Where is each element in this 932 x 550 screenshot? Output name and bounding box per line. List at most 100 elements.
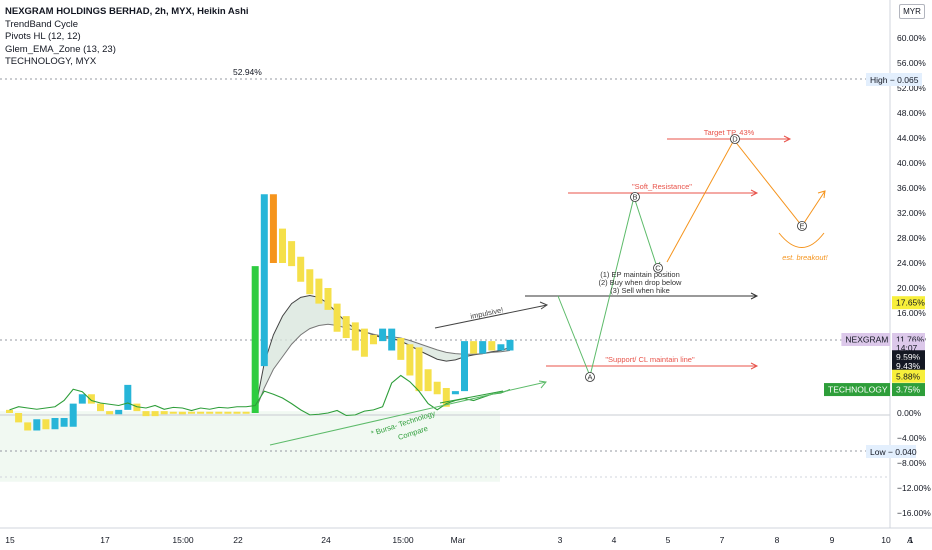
x-tick-label: 17 bbox=[100, 535, 110, 545]
indicator-ema-zone[interactable]: Glem_EMA_Zone (13, 23) bbox=[5, 43, 116, 55]
candle bbox=[324, 288, 332, 310]
x-tick-label: 8 bbox=[775, 535, 780, 545]
candle bbox=[69, 403, 77, 427]
indicator-trendband[interactable]: TrendBand Cycle bbox=[5, 18, 79, 30]
candle bbox=[51, 418, 59, 430]
x-tick-label: 22 bbox=[233, 535, 243, 545]
candle bbox=[97, 403, 104, 412]
candle bbox=[106, 411, 114, 415]
candle bbox=[78, 394, 86, 404]
y-tick-label: 20.00% bbox=[897, 283, 926, 293]
x-tick-label: 24 bbox=[321, 535, 331, 545]
soft-resistance-label: "Soft_Resistance" bbox=[632, 182, 692, 191]
wave-label: A bbox=[587, 373, 592, 382]
candle bbox=[406, 344, 414, 376]
price-tag-bg bbox=[892, 296, 925, 310]
x-tick-label: 1 bbox=[909, 535, 914, 545]
indicator-pivots[interactable]: Pivots HL (12, 12) bbox=[5, 31, 81, 42]
wave-label: B bbox=[632, 193, 637, 202]
wave-label: D bbox=[732, 135, 738, 144]
impulsive-arrowhead bbox=[539, 301, 549, 310]
chart-legend: NEXGRAM HOLDINGS BERHAD, 2h, MYX, Heikin… bbox=[5, 6, 249, 69]
y-tick-label: 28.00% bbox=[897, 233, 926, 243]
x-tick-label: 15:00 bbox=[392, 535, 414, 545]
candle bbox=[206, 411, 214, 414]
y-tick-label: 56.00% bbox=[897, 58, 926, 68]
x-tick-label: 15:00 bbox=[172, 535, 194, 545]
candle bbox=[288, 241, 296, 267]
bursa-arrow bbox=[269, 381, 547, 446]
top-percent-label: 52.94% bbox=[233, 67, 262, 77]
y-tick-label: −8.00% bbox=[897, 458, 927, 468]
candle bbox=[215, 411, 223, 414]
candle bbox=[160, 411, 168, 415]
candle bbox=[370, 334, 377, 345]
y-tick-label: 16.00% bbox=[897, 308, 926, 318]
technology-series-line bbox=[9, 374, 511, 417]
compare-symbol[interactable]: TECHNOLOGY, MYX bbox=[5, 56, 97, 67]
candle bbox=[142, 411, 150, 417]
price-tag-value: 14:07 bbox=[896, 343, 918, 353]
price-tag-value: 11.76% bbox=[896, 335, 925, 345]
impulsive-label: impulsive! bbox=[470, 305, 504, 321]
candle bbox=[506, 339, 514, 351]
candle bbox=[6, 409, 13, 413]
candle bbox=[360, 328, 368, 357]
candle bbox=[479, 341, 487, 354]
plan-arrowhead bbox=[750, 292, 759, 300]
candle bbox=[87, 394, 95, 404]
high-tag-bg bbox=[866, 73, 922, 86]
currency-button[interactable]: MYR bbox=[899, 4, 925, 19]
candle bbox=[260, 194, 268, 367]
candle bbox=[306, 269, 314, 295]
candle bbox=[333, 303, 341, 332]
x-tick-label: 15 bbox=[5, 535, 15, 545]
candle bbox=[424, 369, 432, 392]
symbol-title[interactable]: NEXGRAM HOLDINGS BERHAD, 2h, MYX, Heikin… bbox=[5, 6, 249, 17]
breakout-label: est. breakout! bbox=[782, 253, 828, 262]
candle bbox=[379, 328, 387, 342]
price-tag-value: 9.43% bbox=[896, 361, 921, 371]
candle bbox=[351, 322, 359, 351]
candle bbox=[178, 411, 186, 415]
candle bbox=[151, 411, 159, 417]
candle bbox=[433, 381, 441, 395]
y-tick-label: 36.00% bbox=[897, 183, 926, 193]
candle bbox=[297, 256, 305, 282]
projection-orange-arrowhead bbox=[817, 190, 826, 199]
candle bbox=[442, 388, 450, 407]
plan-step-1: (1) EP maintain position bbox=[600, 270, 680, 279]
target-arrowhead bbox=[783, 135, 792, 143]
y-tick-label: 32.00% bbox=[897, 208, 926, 218]
y-tick-label: 40.00% bbox=[897, 158, 926, 168]
plan-step-2: (2) Buy when drop below bbox=[599, 278, 683, 287]
auto-scale-button[interactable]: A bbox=[907, 535, 913, 545]
compare-zone-shade bbox=[0, 411, 500, 482]
candle bbox=[342, 316, 350, 338]
price-tag-label: NEXGRAM bbox=[845, 335, 888, 345]
x-tick-label: 10 bbox=[881, 535, 891, 545]
price-tag-bg bbox=[892, 383, 925, 397]
candle bbox=[224, 411, 232, 414]
support-arrowhead bbox=[750, 362, 759, 370]
tech-trend-line bbox=[439, 390, 504, 404]
y-tick-label: 24.00% bbox=[897, 258, 926, 268]
candle bbox=[242, 411, 250, 414]
ema-zone-fill bbox=[255, 295, 510, 412]
price-tag-bg bbox=[892, 359, 925, 373]
candle bbox=[488, 341, 496, 351]
support-label: "Support/ CL maintain line" bbox=[605, 355, 695, 364]
wave-label: E bbox=[799, 222, 804, 231]
candle bbox=[451, 391, 459, 395]
candle bbox=[233, 411, 241, 414]
impulsive-arrow bbox=[434, 304, 548, 329]
breakout-curve bbox=[778, 232, 825, 248]
y-tick-label: −16.00% bbox=[897, 508, 931, 518]
candle bbox=[15, 413, 23, 423]
y-tick-label: 0.00% bbox=[897, 408, 922, 418]
price-tag-bg bbox=[824, 383, 890, 397]
y-tick-label: −4.00% bbox=[897, 433, 927, 443]
x-tick-label: 7 bbox=[720, 535, 725, 545]
